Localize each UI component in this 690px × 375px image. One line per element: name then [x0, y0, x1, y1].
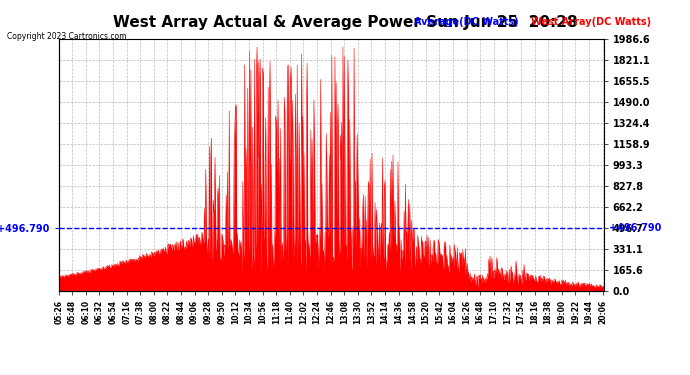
Text: West Array Actual & Average Power Sun Jun 25  20:28: West Array Actual & Average Power Sun Ju… — [112, 15, 578, 30]
Text: West Array(DC Watts): West Array(DC Watts) — [531, 17, 651, 27]
Text: Copyright 2023 Cartronics.com: Copyright 2023 Cartronics.com — [7, 32, 126, 41]
Text: +496.790: +496.790 — [609, 223, 662, 233]
Text: Average(DC Watts): Average(DC Watts) — [414, 17, 519, 27]
